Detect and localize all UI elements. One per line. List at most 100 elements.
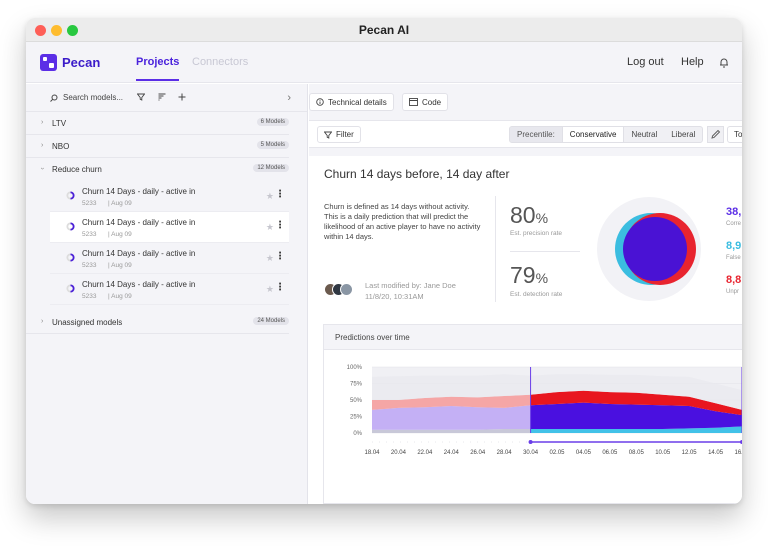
detection-number: 79 bbox=[510, 262, 536, 288]
precentile-label: Precentile: bbox=[510, 127, 562, 142]
model-date-value: Aug 09 bbox=[111, 231, 132, 238]
sort-icon[interactable] bbox=[158, 93, 166, 101]
code-button[interactable]: Code bbox=[402, 93, 449, 111]
option-liberal[interactable]: Liberal bbox=[671, 130, 696, 139]
avatar[interactable] bbox=[340, 283, 353, 296]
more-options-icon[interactable]: ⋮ bbox=[275, 251, 285, 262]
chevron-down-icon: › bbox=[38, 167, 46, 170]
predictions-over-time-panel: Predictions over time 100% 75% 50% 25% 0% 18.… bbox=[323, 324, 742, 504]
model-date-value: Aug 09 bbox=[111, 293, 132, 300]
model-item[interactable]: Churn 14 Days - daily - active in 5233 |… bbox=[50, 181, 289, 212]
group-label: Unassigned models bbox=[52, 317, 123, 327]
filter-icon[interactable] bbox=[137, 93, 145, 101]
minimize-window-button[interactable] bbox=[51, 25, 62, 36]
tab-projects[interactable]: Projects bbox=[136, 56, 180, 81]
precision-value: 80% bbox=[510, 202, 548, 229]
option-neutral[interactable]: Neutral bbox=[631, 130, 658, 139]
model-description: Churn is defined as 14 days without acti… bbox=[324, 202, 481, 241]
pecan-logo[interactable]: Pecan bbox=[40, 54, 100, 71]
model-name: Churn 14 Days - daily - active in bbox=[82, 218, 196, 227]
tab-connectors[interactable]: Connectors bbox=[192, 56, 249, 68]
bell-icon[interactable] bbox=[719, 57, 729, 68]
more-options-icon[interactable]: ⋮ bbox=[275, 189, 285, 200]
star-icon[interactable]: ★ bbox=[265, 222, 274, 232]
modified-at: 11/8/20, 10:31AM bbox=[365, 292, 424, 301]
search-icon bbox=[50, 94, 58, 102]
model-status-icon bbox=[66, 222, 75, 231]
model-title: Churn 14 days before, 14 day after bbox=[324, 167, 510, 181]
detection-label: Est. detection rate bbox=[510, 291, 563, 298]
group-ltv[interactable]: › LTV 6 Models bbox=[26, 112, 289, 135]
close-window-button[interactable] bbox=[35, 25, 46, 36]
contributors bbox=[324, 283, 353, 296]
pecan-logo-icon bbox=[40, 54, 57, 71]
series-3-history-area bbox=[372, 374, 531, 400]
predictions-title: Predictions over time bbox=[324, 325, 742, 350]
edit-button[interactable] bbox=[707, 126, 724, 143]
model-date-value: Aug 09 bbox=[111, 200, 132, 207]
last-modified: Last modified by: Jane Doe 11/8/20, 10:3… bbox=[365, 280, 456, 302]
divider bbox=[495, 196, 496, 302]
timeline-handle[interactable] bbox=[528, 440, 533, 444]
x-tick-label: 18.04 bbox=[364, 450, 380, 456]
group-unassigned-models[interactable]: › Unassigned models 24 Models bbox=[26, 311, 289, 334]
series-0-history-area bbox=[372, 429, 531, 433]
star-icon[interactable]: ★ bbox=[265, 253, 274, 263]
detection-unit: % bbox=[535, 270, 549, 286]
star-icon[interactable]: ★ bbox=[265, 191, 274, 201]
x-tick-label: 16.05 bbox=[734, 450, 742, 456]
group-nbo[interactable]: › NBO 5 Models bbox=[26, 135, 289, 158]
filter-icon bbox=[324, 131, 332, 139]
model-count-badge: 5 Models bbox=[256, 141, 289, 149]
chevron-right-icon: › bbox=[41, 318, 44, 325]
collapse-sidebar-icon[interactable]: › bbox=[287, 92, 291, 104]
detection-value: 79% bbox=[510, 262, 548, 289]
model-name: Churn 14 Days - daily - active in bbox=[82, 280, 196, 289]
star-icon[interactable]: ★ bbox=[265, 284, 274, 294]
model-item[interactable]: Churn 14 Days - daily - active in 5233 |… bbox=[50, 274, 289, 305]
model-item[interactable]: Churn 14 Days - daily - active in 5233 |… bbox=[50, 243, 289, 274]
timeline-handle[interactable] bbox=[740, 440, 742, 444]
group-reduce-churn[interactable]: › Reduce churn 12 Models bbox=[26, 158, 289, 181]
precision-number: 80 bbox=[510, 202, 536, 228]
precision-label: Est. precision rate bbox=[510, 230, 563, 237]
model-id: 5233 bbox=[82, 262, 97, 269]
divider bbox=[510, 251, 580, 252]
technical-details-label: Technical details bbox=[328, 97, 387, 107]
zoom-window-button[interactable] bbox=[67, 25, 78, 36]
y-tick-label: 75% bbox=[350, 382, 363, 388]
more-options-icon[interactable]: ⋮ bbox=[275, 282, 285, 293]
top-button[interactable]: To bbox=[727, 126, 742, 143]
predictions-chart[interactable]: 100% 75% 50% 25% 0% 18.04 20.04 22.04 24.04 26.04… bbox=[324, 351, 742, 471]
models-sidebar: Search models... › › LTV 6 Models › NBO … bbox=[26, 84, 308, 504]
model-id: 5233 bbox=[82, 200, 97, 207]
filter-button[interactable]: Filter bbox=[317, 126, 361, 143]
add-icon[interactable] bbox=[178, 93, 186, 101]
modified-by: Last modified by: Jane Doe bbox=[365, 281, 456, 290]
model-name: Churn 14 Days - daily - active in bbox=[82, 249, 196, 258]
group-label: LTV bbox=[52, 118, 67, 128]
x-tick-label: 06.05 bbox=[602, 450, 618, 456]
more-options-icon[interactable]: ⋮ bbox=[275, 220, 285, 231]
model-date: | Aug 09 bbox=[108, 293, 132, 300]
help-link[interactable]: Help bbox=[681, 56, 704, 68]
filter-label: Filter bbox=[336, 130, 354, 139]
model-item-selected[interactable]: Churn 14 Days - daily - active in 5233 |… bbox=[50, 212, 289, 243]
logout-link[interactable]: Log out bbox=[627, 56, 664, 68]
series-2-prediction-area bbox=[530, 390, 742, 416]
x-tick-label: 28.04 bbox=[497, 450, 513, 456]
option-conservative[interactable]: Conservative bbox=[561, 127, 625, 142]
x-tick-label: 22.04 bbox=[417, 450, 433, 456]
unpredicted-stat: 8,8 bbox=[726, 274, 741, 286]
model-status-icon bbox=[66, 284, 75, 293]
model-id: 5233 bbox=[82, 293, 97, 300]
technical-details-button[interactable]: Technical details bbox=[309, 93, 394, 111]
unpredicted-label: Unpr bbox=[726, 289, 740, 295]
model-date-value: Aug 09 bbox=[111, 262, 132, 269]
filter-bar: Filter Precentile: Conservative Neutral … bbox=[309, 120, 742, 148]
search-input[interactable]: Search models... bbox=[63, 93, 124, 102]
model-date: | Aug 09 bbox=[108, 262, 132, 269]
series-3-prediction-area bbox=[530, 374, 742, 410]
precision-unit: % bbox=[535, 210, 549, 226]
x-tick-label: 08.05 bbox=[629, 450, 645, 456]
